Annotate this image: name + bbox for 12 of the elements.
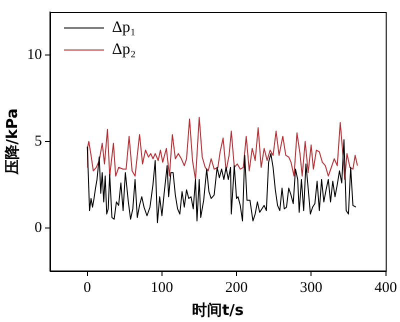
y-axis-title: 压降/kPa — [2, 108, 21, 176]
y-tick-label: 5 — [34, 133, 42, 150]
x-tick-label: 300 — [300, 280, 322, 296]
legend-label: Δp₁ — [112, 19, 136, 36]
x-axis-title: 时间t/s — [192, 300, 244, 319]
y-tick-label: 10 — [27, 47, 42, 64]
x-tick-label: 400 — [374, 280, 397, 296]
x-tick-label: 200 — [225, 280, 248, 296]
legend-label: Δp₂ — [112, 41, 136, 58]
y-tick-label: 0 — [34, 220, 42, 236]
x-tick-label: 100 — [150, 280, 174, 296]
x-tick-label: 0 — [84, 280, 92, 296]
